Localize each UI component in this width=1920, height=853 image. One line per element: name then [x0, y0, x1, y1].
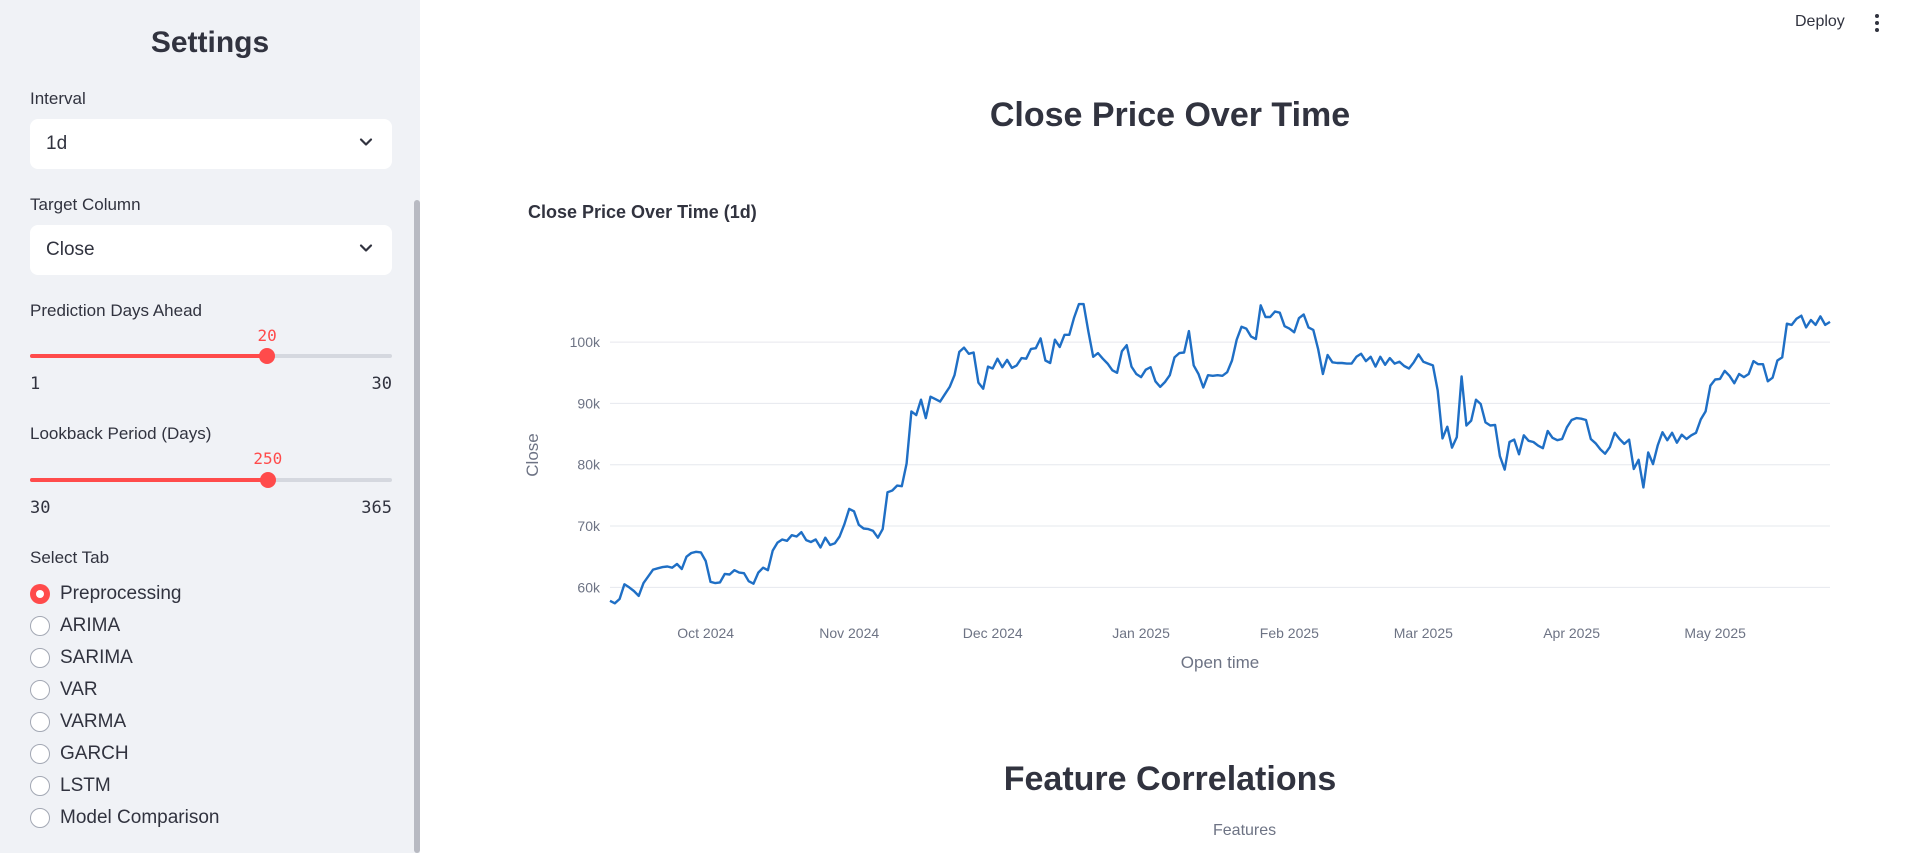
slider-fill — [30, 354, 268, 358]
x-tick-label: Oct 2024 — [677, 625, 734, 641]
interval-value: 1d — [46, 133, 68, 154]
radio-unchecked-icon — [30, 712, 50, 732]
sidebar: Settings Interval 1d Target Column Close… — [0, 0, 420, 853]
radio-unchecked-icon — [30, 744, 50, 764]
target-column-select[interactable]: Close — [30, 225, 392, 275]
radio-label: GARCH — [60, 743, 129, 764]
select-tab-label: Select Tab — [30, 548, 110, 567]
close-price-line-chart[interactable]: 60k 70k 80k 90k 100k Oct 2024 Nov 2024 Dec 2024… — [520, 280, 1850, 700]
target-column-label: Target Column — [30, 195, 141, 214]
radio-label: VARMA — [60, 711, 127, 732]
radio-unchecked-icon — [30, 776, 50, 796]
y-tick-label: 100k — [570, 334, 601, 350]
interval-select[interactable]: 1d — [30, 119, 392, 169]
radio-model-comparison[interactable]: Model Comparison — [30, 805, 219, 831]
chevron-down-icon — [359, 244, 373, 252]
prediction-days-value: 20 — [257, 326, 277, 345]
section-heading-feature-correlations: Feature Correlations — [1003, 760, 1337, 798]
prediction-days-max: 30 — [371, 374, 392, 394]
y-tick-label: 60k — [577, 579, 601, 595]
x-axis-title: Open time — [1181, 653, 1259, 672]
radio-lstm[interactable]: LSTM — [30, 773, 111, 799]
chart-title: Close Price Over Time (1d) — [528, 202, 757, 222]
main-menu-icon[interactable] — [1874, 14, 1880, 34]
lookback-period-label: Lookback Period (Days) — [30, 424, 212, 443]
x-tick-label: Jan 2025 — [1112, 625, 1170, 641]
slider-thumb[interactable] — [259, 472, 276, 488]
radio-sarima[interactable]: SARIMA — [30, 645, 133, 671]
radio-garch[interactable]: GARCH — [30, 741, 129, 767]
prediction-days-min: 1 — [30, 374, 41, 394]
radio-preprocessing[interactable]: Preprocessing — [30, 581, 181, 607]
x-tick-label: Apr 2025 — [1543, 625, 1600, 641]
radio-var[interactable]: VAR — [30, 677, 98, 703]
lookback-period-slider[interactable] — [30, 472, 392, 488]
x-tick-label: Nov 2024 — [819, 625, 879, 641]
prediction-days-label: Prediction Days Ahead — [30, 301, 202, 320]
x-tick-label: Dec 2024 — [963, 625, 1023, 641]
y-tick-label: 90k — [577, 395, 601, 411]
radio-label: ARIMA — [60, 615, 121, 636]
radio-label: LSTM — [60, 775, 111, 796]
slider-fill — [30, 478, 268, 482]
target-column-value: Close — [46, 239, 95, 260]
x-tick-label: Mar 2025 — [1394, 625, 1453, 641]
x-tick-label: Feb 2025 — [1260, 625, 1319, 641]
lookback-period-max: 365 — [361, 498, 392, 518]
features-axis-label: Features — [1213, 822, 1277, 839]
lookback-period-min: 30 — [30, 498, 51, 518]
interval-label: Interval — [30, 89, 86, 108]
radio-unchecked-icon — [30, 648, 50, 668]
deploy-button[interactable]: Deploy — [1795, 13, 1845, 30]
radio-unchecked-icon — [30, 680, 50, 700]
radio-checked-icon — [30, 584, 50, 604]
radio-label: SARIMA — [60, 647, 133, 668]
sidebar-title: Settings — [150, 26, 270, 59]
radio-arima[interactable]: ARIMA — [30, 613, 120, 639]
radio-label: Model Comparison — [60, 807, 220, 828]
y-tick-label: 80k — [577, 457, 601, 473]
lookback-period-value: 250 — [253, 449, 283, 468]
close-price-series-line — [609, 302, 1831, 605]
radio-label: Preprocessing — [60, 583, 182, 604]
y-axis-title: Close — [523, 433, 542, 476]
sidebar-scrollbar[interactable] — [414, 200, 420, 853]
slider-thumb[interactable] — [259, 348, 276, 364]
radio-label: VAR — [60, 679, 98, 700]
radio-unchecked-icon — [30, 616, 50, 636]
page-title: Close Price Over Time — [989, 96, 1351, 134]
x-tick-label: May 2025 — [1684, 625, 1746, 641]
chevron-down-icon — [359, 138, 373, 146]
radio-unchecked-icon — [30, 808, 50, 828]
y-tick-label: 70k — [577, 518, 601, 534]
prediction-days-slider[interactable] — [30, 348, 392, 364]
radio-varma[interactable]: VARMA — [30, 709, 126, 735]
